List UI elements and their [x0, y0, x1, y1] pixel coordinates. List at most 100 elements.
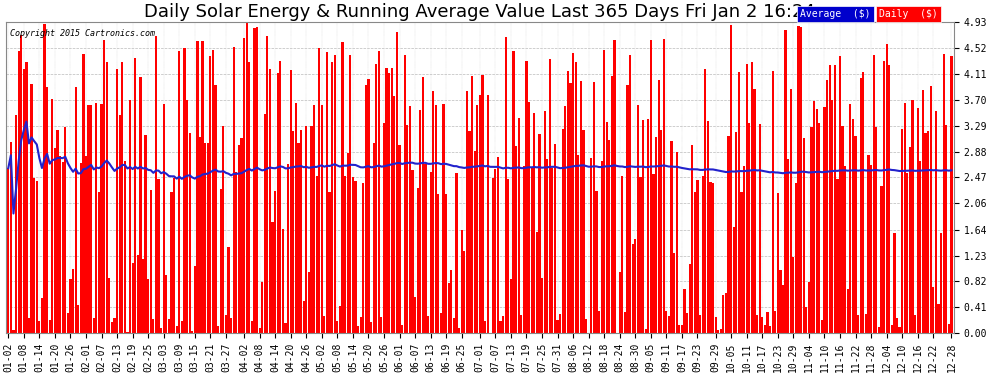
Bar	[699, 315, 701, 333]
Bar	[826, 81, 829, 333]
Bar	[710, 182, 712, 333]
Text: Daily  ($): Daily ($)	[879, 9, 938, 19]
Bar	[326, 52, 328, 333]
Bar	[248, 62, 250, 333]
Bar	[263, 114, 266, 333]
Bar	[668, 316, 670, 333]
Bar	[310, 126, 313, 333]
Bar	[492, 178, 494, 333]
Bar	[23, 69, 25, 333]
Bar	[432, 91, 435, 333]
Bar	[250, 321, 252, 333]
Bar	[362, 183, 364, 333]
Bar	[33, 178, 36, 333]
Bar	[642, 120, 644, 333]
Bar	[74, 87, 77, 333]
Bar	[414, 297, 416, 333]
Bar	[505, 36, 507, 333]
Bar	[635, 240, 637, 333]
Bar	[800, 27, 802, 333]
Bar	[601, 160, 603, 333]
Bar	[753, 89, 755, 333]
Bar	[673, 253, 675, 333]
Bar	[844, 166, 846, 333]
Bar	[821, 320, 823, 333]
Bar	[346, 153, 348, 333]
Bar	[854, 136, 856, 333]
Bar	[544, 111, 545, 333]
Bar	[763, 325, 766, 333]
Bar	[829, 65, 831, 333]
Bar	[409, 106, 411, 333]
Bar	[222, 126, 225, 333]
Bar	[127, 332, 129, 333]
Bar	[39, 321, 41, 333]
Bar	[745, 64, 747, 333]
Bar	[725, 292, 727, 333]
Bar	[56, 130, 58, 333]
Bar	[917, 108, 919, 333]
Bar	[7, 168, 9, 333]
Bar	[168, 320, 170, 333]
Bar	[455, 173, 457, 333]
Bar	[388, 73, 390, 333]
Bar	[308, 272, 310, 333]
Bar	[59, 156, 61, 333]
Bar	[479, 95, 481, 333]
Bar	[212, 50, 214, 333]
Bar	[603, 50, 605, 333]
Bar	[837, 179, 839, 333]
Bar	[132, 263, 134, 333]
Bar	[329, 192, 331, 333]
Bar	[15, 115, 17, 333]
Bar	[465, 91, 468, 333]
Bar	[720, 329, 722, 333]
Bar	[401, 325, 403, 333]
Bar	[803, 138, 805, 333]
Bar	[178, 51, 180, 333]
Bar	[305, 126, 307, 333]
Bar	[696, 180, 699, 333]
Bar	[694, 192, 696, 333]
Bar	[108, 278, 111, 333]
Bar	[624, 312, 626, 333]
Bar	[546, 159, 548, 333]
Bar	[236, 172, 238, 333]
Bar	[652, 174, 654, 333]
Bar	[777, 194, 779, 333]
Bar	[564, 106, 566, 333]
Bar	[443, 105, 445, 333]
Bar	[883, 61, 885, 333]
Bar	[541, 278, 544, 333]
Bar	[872, 55, 875, 333]
Bar	[779, 270, 781, 333]
Bar	[324, 316, 326, 333]
Bar	[417, 188, 419, 333]
Bar	[215, 85, 217, 333]
Bar	[183, 48, 185, 333]
Bar	[181, 321, 183, 333]
Bar	[792, 257, 794, 333]
Bar	[396, 32, 398, 333]
Bar	[750, 62, 753, 333]
Bar	[93, 318, 95, 333]
Bar	[805, 307, 808, 333]
Bar	[761, 317, 763, 333]
Bar	[577, 155, 579, 333]
Bar	[349, 56, 351, 333]
Bar	[90, 105, 92, 333]
Bar	[649, 40, 652, 333]
Bar	[391, 68, 393, 333]
Bar	[553, 144, 556, 333]
Bar	[422, 77, 424, 333]
Bar	[662, 39, 665, 333]
Bar	[497, 157, 499, 333]
Bar	[170, 192, 172, 333]
Bar	[523, 166, 525, 333]
Bar	[354, 181, 356, 333]
Bar	[145, 135, 147, 333]
Bar	[106, 62, 108, 333]
Bar	[500, 321, 502, 333]
Bar	[816, 109, 818, 333]
Bar	[98, 192, 100, 333]
